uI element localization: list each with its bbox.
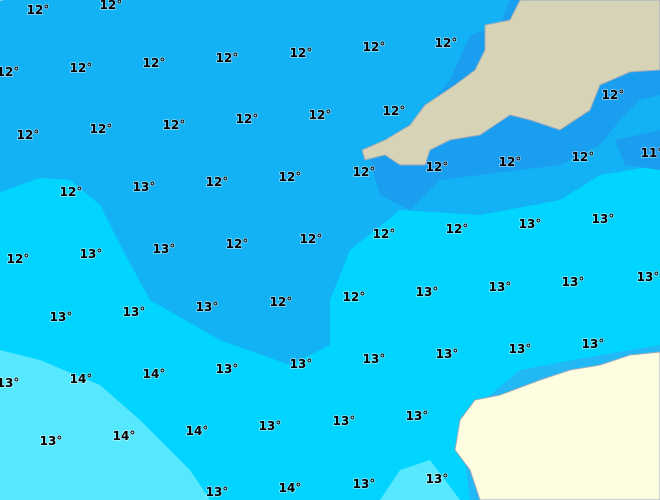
temperature-label: 12°: [60, 185, 83, 199]
temperature-label: 13°: [333, 414, 356, 428]
temperature-label: 12°: [226, 237, 249, 251]
temperature-label: 11°: [641, 146, 660, 160]
temperature-label: 13°: [406, 409, 429, 423]
temperature-label: 13°: [562, 275, 585, 289]
temperature-label: 12°: [7, 252, 30, 266]
temperature-label: 13°: [436, 347, 459, 361]
temperature-label: 13°: [582, 337, 605, 351]
temperature-label: 13°: [0, 376, 19, 390]
temperature-label: 13°: [637, 270, 660, 284]
temperature-label: 12°: [27, 3, 50, 17]
temperature-label: 14°: [143, 367, 166, 381]
temperature-label: 12°: [602, 88, 625, 102]
temperature-label: 14°: [279, 481, 302, 495]
temperature-label: 12°: [446, 222, 469, 236]
temperature-label: 12°: [343, 290, 366, 304]
temperature-label: 13°: [0, 0, 11, 3]
temperature-label: 12°: [572, 150, 595, 164]
temperature-label: 12°: [270, 295, 293, 309]
temperature-label: 12°: [279, 170, 302, 184]
land-cornwall: [361, 0, 660, 166]
temperature-label: 13°: [153, 242, 176, 256]
temperature-label: 12°: [70, 61, 93, 75]
temperature-label: 14°: [186, 424, 209, 438]
temperature-label: 12°: [236, 112, 259, 126]
temperature-label: 14°: [70, 372, 93, 386]
temperature-label: 12°: [383, 104, 406, 118]
temperature-label: 12°: [373, 227, 396, 241]
temperature-label: 13°: [592, 212, 615, 226]
temperature-label: 13°: [519, 217, 542, 231]
temperature-label: 13°: [133, 180, 156, 194]
temperature-label: 13°: [426, 472, 449, 486]
temperature-label: 12°: [17, 128, 40, 142]
temperature-label: 12°: [206, 175, 229, 189]
temperature-label: 13°: [50, 310, 73, 324]
temperature-label: 14°: [113, 429, 136, 443]
temperature-label: 12°: [90, 122, 113, 136]
temperature-label: 12°: [290, 46, 313, 60]
temperature-label: 13°: [80, 247, 103, 261]
land-brittany: [454, 351, 660, 500]
temperature-label: 12°: [300, 232, 323, 246]
sea-14: [380, 460, 460, 500]
temperature-label: 12°: [353, 165, 376, 179]
temperature-label: 13°: [363, 352, 386, 366]
temperature-label: 12°: [363, 40, 386, 54]
temperature-label: 13°: [216, 362, 239, 376]
sea-coastal: [615, 130, 660, 170]
temperature-label: 13°: [123, 305, 146, 319]
sea-14: [0, 350, 210, 500]
temperature-label: 13°: [353, 477, 376, 491]
temperature-label: 13°: [509, 342, 532, 356]
temperature-label: 13°: [40, 434, 63, 448]
temperature-label: 12°: [163, 118, 186, 132]
temperature-label: 12°: [216, 51, 239, 65]
temperature-label: 13°: [416, 285, 439, 299]
temperature-label: 12°: [426, 160, 449, 174]
temperature-label: 12°: [0, 65, 19, 79]
temperature-label: 13°: [206, 485, 229, 499]
temperature-label: 13°: [196, 300, 219, 314]
temperature-label: 12°: [143, 56, 166, 70]
temperature-label: 12°: [309, 108, 332, 122]
temperature-label: 13°: [259, 419, 282, 433]
temperature-label: 12°: [435, 36, 458, 50]
temperature-label: 13°: [489, 280, 512, 294]
temperature-label: 13°: [290, 357, 313, 371]
temperature-label: 12°: [100, 0, 123, 12]
temperature-label: 12°: [499, 155, 522, 169]
